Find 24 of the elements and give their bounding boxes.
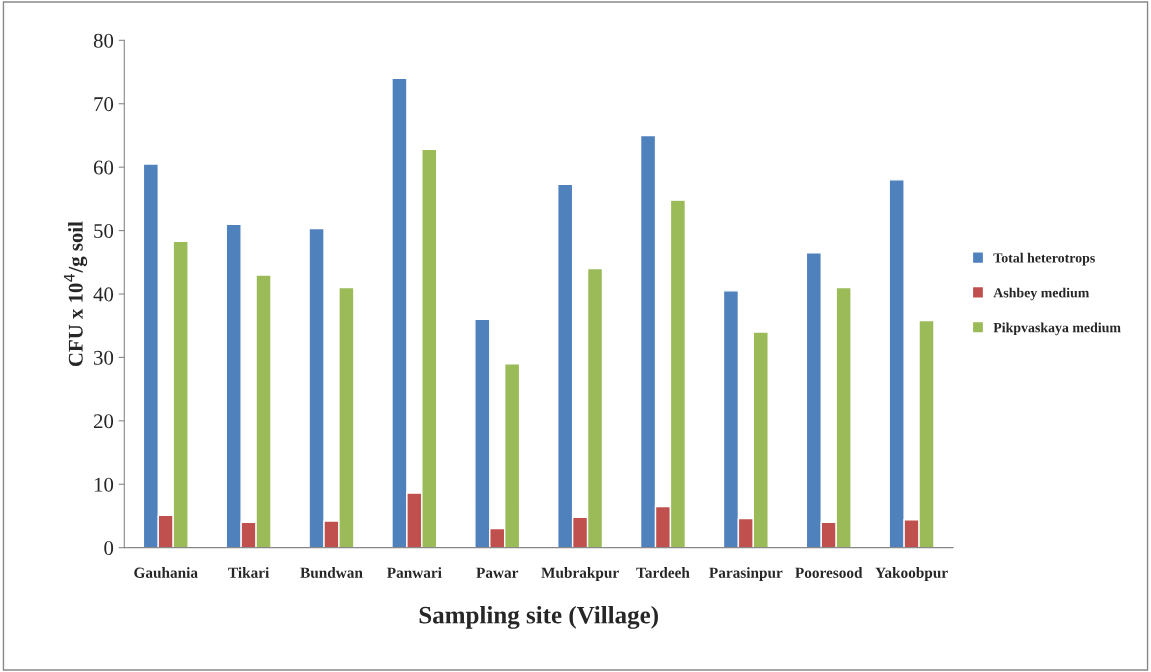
y-tick-label: 40 <box>93 287 114 302</box>
x-tick-label: Gauhania <box>134 567 198 578</box>
y-tick-label: 80 <box>93 33 114 48</box>
x-tick-label: Panwari <box>387 567 442 578</box>
x-axis-title: Sampling site (Village) <box>419 605 658 629</box>
x-tick-label: Bundwan <box>300 567 363 578</box>
x-tick-label: Parasinpur <box>709 567 783 581</box>
y-tick-label: 70 <box>94 97 114 112</box>
x-tick-label: Tardeeh <box>636 567 690 578</box>
x-tick-label: Pawar <box>476 567 519 578</box>
y-tick-label: 30 <box>94 350 114 365</box>
y-tick-label: 50 <box>94 223 114 239</box>
y-tick-label: 0 <box>104 541 114 556</box>
y-tick-label: 10 <box>94 477 114 492</box>
legend-label: Total heterotrops <box>993 252 1095 266</box>
legend-label: Ashbey medium <box>993 287 1090 301</box>
x-tick-label: Yakoobpur <box>875 567 948 581</box>
y-axis-title: CFU x 10$^{4}$/g soil <box>63 221 88 367</box>
x-tick-label: Tikari <box>228 567 270 578</box>
y-tick-label: 60 <box>93 160 114 175</box>
y-tick-label: 20 <box>93 414 114 429</box>
x-tick-label: Mubrakpur <box>541 567 619 581</box>
legend-label: Pikpvaskaya medium <box>993 322 1121 336</box>
x-tick-label: Pooresood <box>795 567 863 578</box>
